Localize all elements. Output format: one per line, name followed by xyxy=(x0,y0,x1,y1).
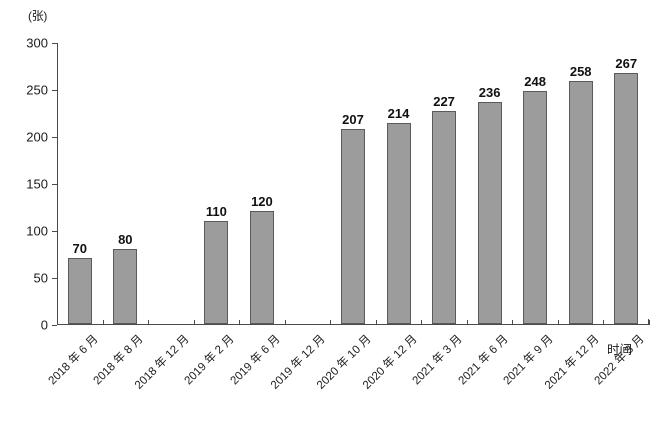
x-axis-title: 时间 xyxy=(607,343,633,357)
x-axis-tick xyxy=(57,320,58,325)
x-axis-tick xyxy=(285,320,286,325)
y-axis-tick xyxy=(52,43,57,44)
bar-value-label: 70 xyxy=(72,241,87,257)
y-axis-tick-label: 150 xyxy=(26,176,48,192)
bar-value-label: 207 xyxy=(342,112,364,128)
y-axis-tick xyxy=(52,184,57,185)
bar-value-label: 236 xyxy=(478,85,501,101)
x-axis-tick xyxy=(421,320,422,325)
bar-value-label: 258 xyxy=(569,64,592,80)
y-axis-tick xyxy=(52,231,57,232)
x-axis-tick xyxy=(467,320,468,325)
bar-value-label: 120 xyxy=(251,194,273,210)
plot-area: 0 50 100 150 200 250 300 70 80 110 120 207 214 227 23… xyxy=(26,36,650,333)
bar: 258 xyxy=(568,64,593,324)
bar: 110 xyxy=(204,204,229,324)
y-axis-tick xyxy=(52,90,57,91)
bar-value-label: 214 xyxy=(387,105,410,121)
x-axis-tick xyxy=(558,320,559,325)
x-axis-tick xyxy=(603,320,604,325)
y-axis-tick-label: 200 xyxy=(26,129,48,145)
bar-value-label: 80 xyxy=(118,231,133,247)
y-axis-tick xyxy=(52,278,57,279)
x-axis-tick xyxy=(330,320,331,325)
y-axis-tick-label: 100 xyxy=(26,223,48,239)
bar: 248 xyxy=(523,74,548,324)
bar-value-label: 110 xyxy=(205,203,227,219)
y-axis-tick xyxy=(52,325,57,326)
bar: 120 xyxy=(249,194,274,324)
y-axis-tick xyxy=(52,137,57,138)
bar-value-label: 227 xyxy=(433,93,455,109)
y-axis-tick-label: 250 xyxy=(26,82,48,98)
x-axis-tick xyxy=(103,320,104,325)
x-axis-tick xyxy=(512,320,513,325)
y-axis-tick-label: 300 xyxy=(26,35,48,51)
y-axis-tick-label: 0 xyxy=(40,317,48,333)
bar: 70 xyxy=(67,241,92,324)
x-axis-tick xyxy=(239,320,240,325)
bar: 227 xyxy=(432,94,457,324)
bar-value-label: 267 xyxy=(615,56,638,72)
x-axis-tick xyxy=(376,320,377,325)
y-axis-unit-label: (张) xyxy=(28,9,48,23)
bar: 207 xyxy=(341,112,365,324)
x-axis-tick xyxy=(649,320,650,325)
y-axis-line xyxy=(57,43,58,325)
x-axis-tick xyxy=(194,320,195,325)
x-axis-tick xyxy=(148,320,149,325)
bar: 267 xyxy=(614,56,639,324)
bar-value-label: 248 xyxy=(524,73,546,89)
x-axis-end-tick xyxy=(648,319,649,325)
bar: 236 xyxy=(477,85,502,324)
x-axis-line xyxy=(57,324,649,325)
y-axis-tick-label: 50 xyxy=(33,270,48,286)
bar: 214 xyxy=(386,106,411,324)
bar: 80 xyxy=(113,232,138,324)
